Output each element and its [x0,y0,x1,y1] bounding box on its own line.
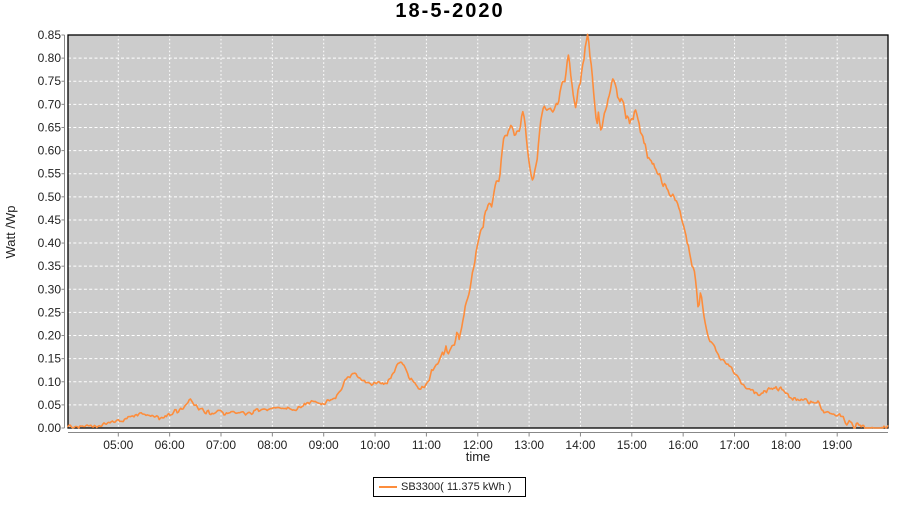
svg-text:0.55: 0.55 [38,167,62,181]
svg-text:0.60: 0.60 [38,144,62,158]
svg-text:0.85: 0.85 [38,28,62,42]
svg-text:0.35: 0.35 [38,259,62,273]
svg-text:0.65: 0.65 [38,120,62,134]
svg-text:0.25: 0.25 [38,305,62,319]
svg-text:0.75: 0.75 [38,74,62,88]
svg-text:0.40: 0.40 [38,236,62,250]
svg-text:0.00: 0.00 [38,421,62,435]
svg-text:0.50: 0.50 [38,190,62,204]
svg-text:0.10: 0.10 [38,375,62,389]
svg-text:0.80: 0.80 [38,51,62,65]
svg-text:0.70: 0.70 [38,97,62,111]
svg-text:0.30: 0.30 [38,282,62,296]
svg-text:0.20: 0.20 [38,329,62,343]
svg-text:0.15: 0.15 [38,352,62,366]
svg-text:0.45: 0.45 [38,213,62,227]
svg-text:0.05: 0.05 [38,398,62,412]
